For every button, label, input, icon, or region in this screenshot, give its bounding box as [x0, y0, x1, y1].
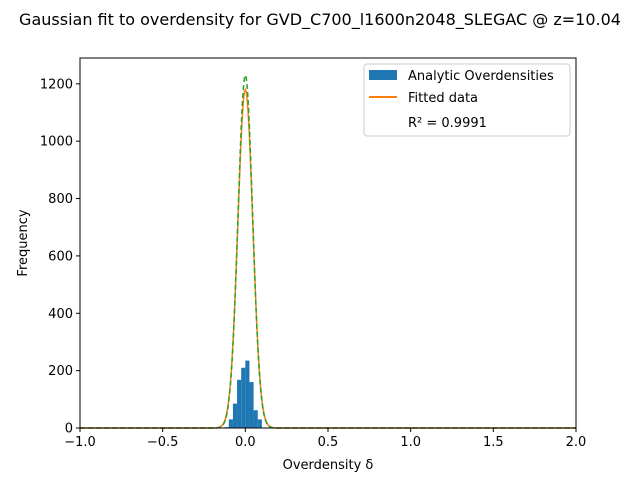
y-tick-label: 1000: [40, 135, 73, 150]
histogram-bar: [232, 403, 238, 428]
histogram-bar: [245, 360, 250, 428]
x-tick-label: 1.0: [400, 435, 421, 450]
x-axis: −1.0 −0.5 0.0 0.5 1.0 1.5 2.0: [64, 428, 586, 450]
x-tick-label: 1.5: [483, 435, 504, 450]
legend: Analytic Overdensities Fitted data R² = …: [363, 63, 571, 137]
y-tick-label: 0: [65, 422, 73, 437]
histogram-bar: [241, 367, 246, 428]
histogram-bar: [249, 382, 254, 428]
y-axis: 0 200 400 600 800 1000 1200: [40, 77, 80, 437]
chart-title: Gaussian fit to overdensity for GVD_C700…: [19, 10, 621, 30]
x-axis-label: Overdensity δ: [283, 458, 374, 473]
histogram-bar: [253, 410, 258, 428]
legend-swatch-analytic-overdensities: [369, 70, 397, 80]
x-tick-label: −1.0: [64, 435, 96, 450]
legend-entry-r-squared: R² = 0.9991: [408, 116, 487, 131]
x-tick-label: 0.0: [235, 435, 256, 450]
x-tick-label: −0.5: [147, 435, 179, 450]
histogram-bar: [237, 379, 242, 428]
legend-box: [363, 63, 571, 137]
histogram-bar: [257, 419, 262, 428]
y-tick-label: 1200: [40, 77, 73, 92]
legend-entry-analytic-overdensities: Analytic Overdensities: [408, 69, 554, 84]
y-tick-label: 200: [48, 364, 73, 379]
x-tick-label: 2.0: [566, 435, 587, 450]
y-tick-label: 400: [48, 307, 73, 322]
y-tick-label: 600: [48, 249, 73, 264]
histogram-bar: [228, 419, 233, 428]
x-tick-label: 0.5: [318, 435, 339, 450]
y-axis-label: Frequency: [16, 209, 31, 276]
y-tick-label: 800: [48, 192, 73, 207]
legend-entry-fitted-data: Fitted data: [408, 91, 478, 106]
